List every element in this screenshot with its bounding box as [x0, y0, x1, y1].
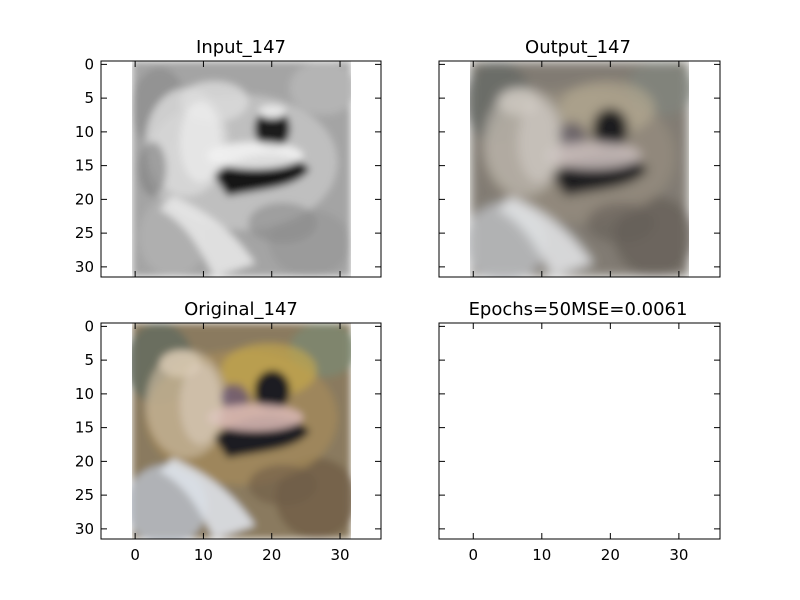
x-axis: 0 10 20 30 [468, 323, 688, 564]
y-tick-label: 25 [75, 224, 94, 242]
axes-frame [100, 60, 382, 278]
image-input [132, 61, 351, 277]
subplot-metrics: Epochs=50MSE=0.0061 0 10 20 30 [438, 299, 721, 564]
y-tick-label: 0 [84, 317, 94, 335]
y-tick-label: 0 [84, 55, 94, 73]
y-axis: 0 5 10 15 20 25 30 [75, 317, 381, 538]
y-axis: 0 5 10 15 20 25 30 [75, 55, 381, 276]
x-tick-label: 0 [130, 546, 140, 564]
x-tick-label: 10 [194, 546, 213, 564]
x-tick-label: 30 [669, 546, 688, 564]
axes-frame [438, 60, 721, 278]
x-axis: 0 10 20 30 [130, 323, 350, 564]
subplot-input: Input_147 0 5 10 15 20 25 30 [75, 37, 382, 278]
subplot-original: Original_147 0 10 20 30 0 5 10 15 20 25 30 [75, 299, 382, 564]
axes-frame [438, 322, 721, 540]
y-tick-label: 25 [75, 486, 94, 504]
x-tick-label: 20 [262, 546, 281, 564]
y-tick-label: 15 [75, 157, 94, 175]
image-original [132, 323, 351, 539]
subplot-title: Original_147 [184, 299, 298, 320]
subplot-title: Input_147 [196, 37, 286, 58]
axes-frame [100, 322, 382, 540]
y-tick-label: 30 [75, 258, 94, 276]
subplot-title: Output_147 [525, 37, 631, 58]
x-axis [134, 61, 341, 277]
y-tick-label: 10 [75, 385, 94, 403]
x-tick-label: 10 [532, 546, 551, 564]
y-tick-label: 10 [75, 123, 94, 141]
image-output [470, 61, 689, 277]
x-axis [472, 61, 680, 277]
y-axis [439, 325, 720, 530]
y-tick-label: 20 [75, 190, 94, 208]
y-tick-label: 30 [75, 520, 94, 538]
y-tick-label: 20 [75, 452, 94, 470]
x-tick-label: 30 [330, 546, 349, 564]
x-tick-label: 20 [601, 546, 620, 564]
y-tick-label: 5 [84, 89, 94, 107]
subplot-output: Output_147 [438, 37, 721, 278]
x-tick-label: 0 [468, 546, 478, 564]
y-axis [439, 63, 720, 268]
y-tick-label: 15 [75, 419, 94, 437]
y-tick-label: 5 [84, 351, 94, 369]
subplot-title: Epochs=50MSE=0.0061 [469, 299, 688, 320]
